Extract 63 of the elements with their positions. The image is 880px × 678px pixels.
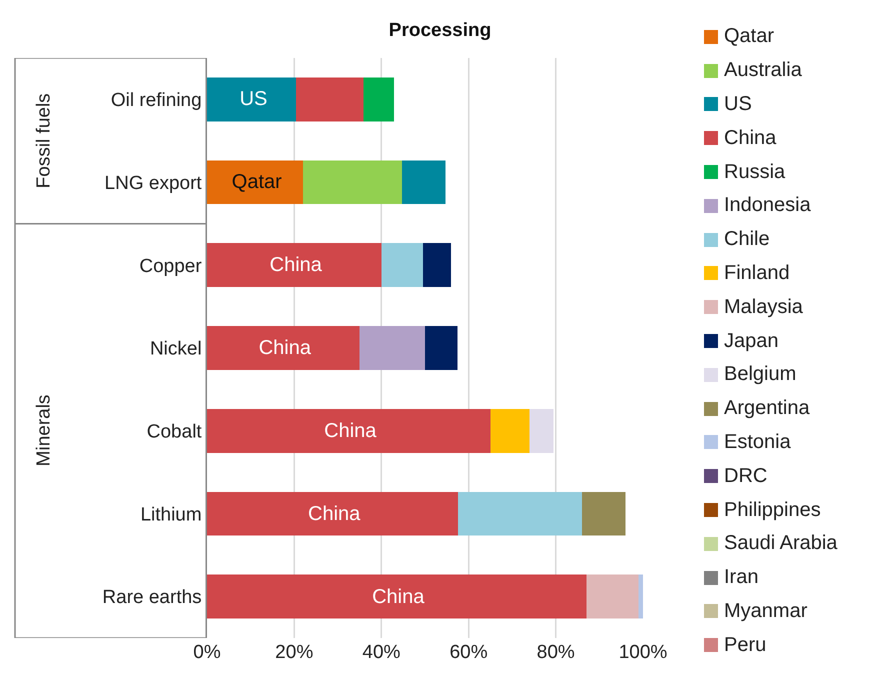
annotation: China xyxy=(270,254,323,276)
annotation: US xyxy=(240,88,268,110)
x-tick-label: 100% xyxy=(618,642,668,663)
x-tick-label: 0% xyxy=(193,642,221,663)
legend-label: Chile xyxy=(724,228,770,252)
bar xyxy=(364,77,394,122)
annotation: China xyxy=(308,503,362,525)
bar xyxy=(582,492,626,536)
legend-label: Finland xyxy=(724,262,790,285)
y-tick-label: Oil refining xyxy=(110,90,202,112)
legend-label: Belgium xyxy=(724,363,796,386)
bar xyxy=(381,243,423,288)
annotation: China xyxy=(324,420,378,442)
bar xyxy=(638,574,643,619)
legend-label: Philippines xyxy=(724,498,821,522)
bar xyxy=(207,492,458,536)
legend-label: China xyxy=(724,126,776,150)
bar xyxy=(402,160,446,204)
legend-label: Indonesia xyxy=(724,194,811,218)
legend-label: Japan xyxy=(724,330,778,353)
bar xyxy=(207,160,303,204)
bar xyxy=(296,77,364,122)
bar xyxy=(425,326,458,370)
bar xyxy=(207,574,586,619)
legend-label: Russia xyxy=(724,160,786,184)
x-tick-label: 20% xyxy=(275,642,314,663)
legend-label: Myanmar xyxy=(724,600,808,623)
bar xyxy=(422,243,452,288)
bar xyxy=(490,408,530,453)
text: Fossil fuels xyxy=(34,93,55,188)
y-tick-label: Copper xyxy=(139,256,202,277)
legend-label: Argentina xyxy=(724,397,810,420)
bar xyxy=(360,326,425,370)
annotation: China xyxy=(372,586,426,608)
y-tick-label: LNG export xyxy=(104,172,202,194)
annotation: Qatar xyxy=(232,171,282,193)
x-tick-label: 80% xyxy=(536,642,575,663)
legend-label: Iran xyxy=(724,566,758,590)
bar xyxy=(302,160,402,204)
text: Minerals xyxy=(34,394,55,466)
legend-label: Malaysia xyxy=(724,296,803,319)
legend-label: DRC xyxy=(724,464,768,488)
y-tick-label: Cobalt xyxy=(146,422,202,443)
bar xyxy=(207,408,490,453)
legend-label: Saudi Arabia xyxy=(724,532,838,556)
chart-title: Processing xyxy=(388,20,492,41)
y-tick-label: Nickel xyxy=(150,338,202,360)
y-tick-label: Lithium xyxy=(140,504,202,526)
bar xyxy=(586,574,639,619)
legend-label: Qatar xyxy=(724,25,774,48)
legend-label: Estonia xyxy=(724,430,791,454)
legend-label: Peru xyxy=(724,634,766,657)
bar xyxy=(207,77,296,122)
x-tick-label: 60% xyxy=(450,642,488,663)
y-tick-label: Rare earths xyxy=(102,587,202,608)
legend-label: US xyxy=(724,92,752,116)
bar xyxy=(530,408,554,453)
legend-label: Australia xyxy=(724,59,802,82)
annotation: China xyxy=(258,337,312,359)
x-tick-label: 40% xyxy=(362,642,401,663)
bar xyxy=(207,326,360,370)
bar xyxy=(207,243,382,288)
bar xyxy=(458,492,582,536)
